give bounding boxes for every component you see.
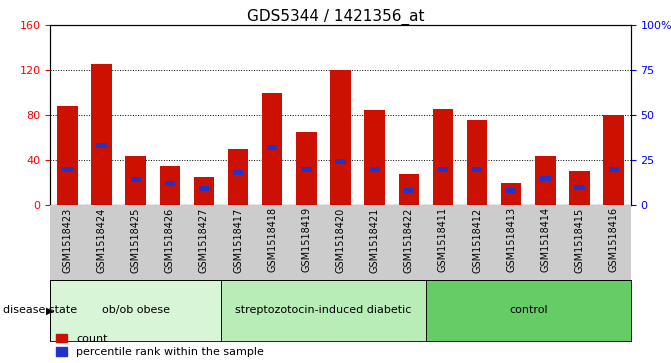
Bar <box>433 109 453 205</box>
Bar <box>301 167 311 172</box>
Bar <box>501 183 521 205</box>
Bar <box>540 176 550 181</box>
Text: GSM1518422: GSM1518422 <box>404 207 414 273</box>
Text: GSM1518426: GSM1518426 <box>165 207 175 273</box>
Text: GDS5344 / 1421356_at: GDS5344 / 1421356_at <box>247 9 424 25</box>
Bar <box>609 167 619 172</box>
Bar <box>506 188 517 193</box>
Bar <box>57 106 78 205</box>
Text: GSM1518418: GSM1518418 <box>267 207 277 273</box>
Legend: count, percentile rank within the sample: count, percentile rank within the sample <box>56 334 264 358</box>
Bar <box>467 120 487 205</box>
Bar <box>164 181 175 186</box>
Bar <box>160 166 180 205</box>
Text: GSM1518421: GSM1518421 <box>370 207 380 273</box>
Text: disease state: disease state <box>3 305 77 315</box>
Bar <box>399 174 419 205</box>
Bar <box>199 186 209 191</box>
Text: ob/ob obese: ob/ob obese <box>102 305 170 315</box>
Text: GSM1518424: GSM1518424 <box>97 207 107 273</box>
Text: GSM1518425: GSM1518425 <box>131 207 141 273</box>
Bar <box>228 149 248 205</box>
Bar <box>364 110 385 205</box>
Bar <box>267 145 277 150</box>
Bar <box>330 70 351 205</box>
Bar <box>438 167 448 172</box>
Bar <box>91 64 112 205</box>
Text: GSM1518416: GSM1518416 <box>609 207 619 273</box>
Text: GSM1518423: GSM1518423 <box>62 207 72 273</box>
Bar <box>404 188 414 193</box>
Bar <box>97 143 107 148</box>
Bar <box>194 177 214 205</box>
Bar <box>125 156 146 205</box>
Bar <box>262 93 282 205</box>
Text: GSM1518413: GSM1518413 <box>506 207 516 273</box>
Text: control: control <box>509 305 548 315</box>
Bar <box>426 280 631 341</box>
Text: GSM1518417: GSM1518417 <box>233 207 243 273</box>
Text: GSM1518419: GSM1518419 <box>301 207 311 273</box>
Bar <box>603 115 624 205</box>
Bar <box>221 280 426 341</box>
Text: GSM1518420: GSM1518420 <box>336 207 346 273</box>
Text: GSM1518427: GSM1518427 <box>199 207 209 273</box>
Bar <box>370 167 380 172</box>
Bar <box>233 170 243 175</box>
Bar <box>50 280 221 341</box>
Text: GSM1518415: GSM1518415 <box>574 207 584 273</box>
Text: GSM1518411: GSM1518411 <box>438 207 448 273</box>
Bar <box>296 132 317 205</box>
Bar <box>131 178 141 183</box>
Bar <box>535 156 556 205</box>
Bar <box>569 171 590 205</box>
Bar <box>472 167 482 172</box>
Text: streptozotocin-induced diabetic: streptozotocin-induced diabetic <box>236 305 411 315</box>
Bar <box>336 159 346 164</box>
Text: GSM1518414: GSM1518414 <box>540 207 550 273</box>
Bar <box>62 167 72 172</box>
Text: GSM1518412: GSM1518412 <box>472 207 482 273</box>
Bar <box>574 185 584 189</box>
Text: ▶: ▶ <box>46 305 53 315</box>
